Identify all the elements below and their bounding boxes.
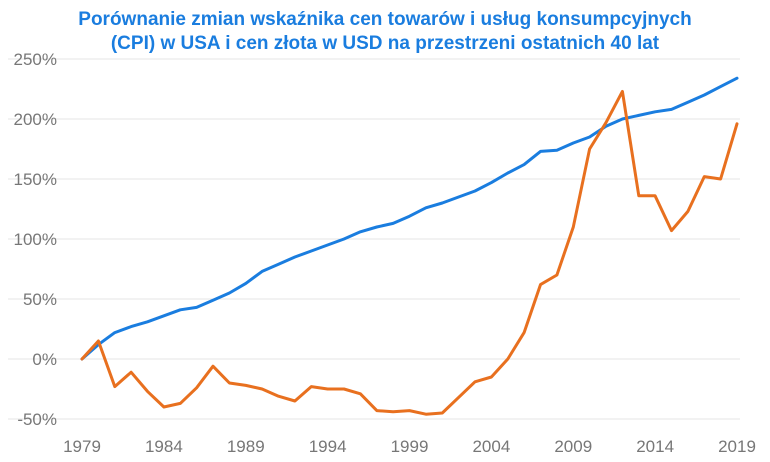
series-line-1 [80,76,739,361]
y-tick-label: -50% [17,410,57,429]
y-tick-label: 200% [14,110,57,129]
chart-title-line-1: Porównanie zmian wskaźnika cen towarów i… [78,9,692,30]
y-tick-label: 100% [14,230,57,249]
chart-title-line-2: (CPI) w USA i cen złota w USD na przestr… [110,33,660,54]
x-tick-label: 1989 [227,437,265,456]
chart-title: Porównanie zmian wskaźnika cen towarów i… [0,8,770,56]
y-axis-ticks: -50% 0% 50% 100% 150% 200% 250% [14,50,57,429]
series-lines [80,76,739,416]
y-tick-label: 250% [14,50,57,69]
x-tick-label: 2009 [554,437,592,456]
y-tick-label: 50% [23,290,57,309]
x-tick-label: 1999 [391,437,429,456]
y-tick-label: 0% [32,350,57,369]
grid-lines [8,58,740,420]
y-tick-label: 150% [14,170,57,189]
x-tick-label: 1979 [63,437,101,456]
x-tick-label: 2014 [636,437,674,456]
x-tick-label: 1984 [145,437,183,456]
series-line-2 [80,89,739,416]
x-axis-ticks: 1979 1984 1989 1994 1999 2004 2009 2014 2019 [63,437,756,456]
x-tick-label: 2019 [718,437,756,456]
x-tick-label: 1994 [309,437,347,456]
x-tick-label: 2004 [472,437,510,456]
